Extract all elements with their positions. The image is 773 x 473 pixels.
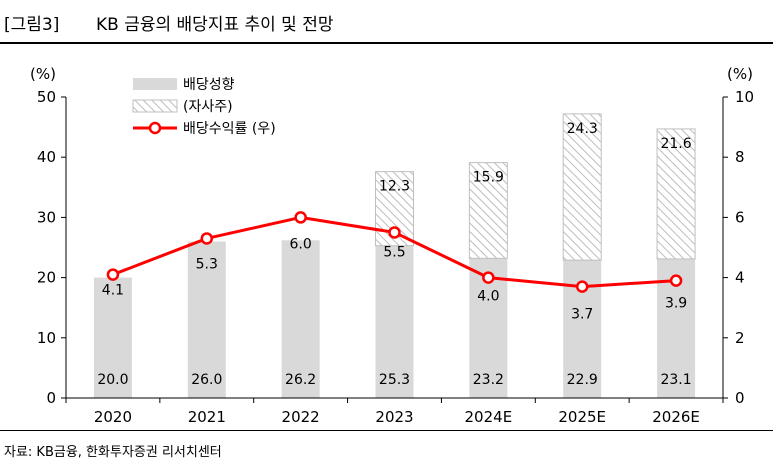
- legend-marker-yield: [148, 121, 162, 135]
- bar-payout-2022: [281, 240, 320, 398]
- bar-payout-2020: [93, 277, 132, 398]
- label-yield-2026E: 3.9: [665, 296, 687, 312]
- right-tick-label: 4: [735, 269, 745, 287]
- bar-payout-2021: [187, 241, 226, 398]
- point-yield-2024E: [482, 271, 495, 284]
- x-tick-label-2024E: 2024E: [465, 408, 513, 426]
- label-buyback-2025E: 24.3: [567, 121, 598, 137]
- point-yield-2023: [388, 226, 401, 239]
- left-tick-label: 40: [37, 148, 56, 166]
- label-payout-2022: 26.2: [285, 372, 316, 388]
- point-yield-2026E: [669, 274, 683, 287]
- label-payout-2021: 26.0: [191, 372, 222, 388]
- label-buyback-2024E: 15.9: [473, 170, 504, 186]
- label-yield-2023: 5.5: [383, 244, 405, 260]
- bar-buyback-2024E: [468, 162, 508, 259]
- bottom-rule: [0, 430, 773, 431]
- point-yield-2022: [294, 211, 307, 224]
- label-yield-2024E: 4.0: [477, 289, 499, 305]
- dividend-chart: 20.0 26.0 26.212.325.315.923.224.322.921.6…: [30, 65, 754, 426]
- label-yield-2020: 4.1: [102, 283, 124, 299]
- right-tick-label: 8: [735, 148, 745, 166]
- point-yield-2025E: [575, 280, 589, 293]
- label-yield-2021: 5.3: [196, 256, 218, 272]
- right-tick-label: 10: [735, 88, 754, 106]
- legend-label-yield: 배당수익률 (우): [183, 121, 276, 137]
- figure-header: [그림3] KB 금융의 배당지표 추이 및 전망: [0, 0, 773, 46]
- legend-label-buyback: (자사주): [183, 99, 233, 115]
- point-yield-2021: [200, 232, 214, 245]
- left-tick-label: 50: [37, 88, 56, 106]
- label-payout-2020: 20.0: [97, 372, 128, 388]
- legend-swatch-payout: [133, 78, 177, 90]
- right-tick-label: 0: [735, 389, 745, 407]
- source-note: 자료: KB금융, 한화투자증권 리서치센터: [4, 445, 222, 460]
- label-payout-2024E: 23.2: [473, 372, 504, 388]
- bar-buyback-2026E: [656, 128, 696, 260]
- right-axis-unit: (%): [727, 65, 753, 83]
- left-tick-label: 20: [37, 269, 56, 287]
- label-payout-2025E: 22.9: [567, 372, 598, 388]
- legend-label-payout: 배당성향: [183, 77, 235, 93]
- figure-title: KB 금융의 배당지표 추이 및 전망: [96, 15, 334, 35]
- left-tick-label: 10: [37, 329, 56, 347]
- top-rule: [0, 42, 773, 44]
- label-buyback-2026E: 21.6: [660, 136, 691, 152]
- x-tick-label-2026E: 2026E: [652, 408, 700, 426]
- label-payout-2023: 25.3: [379, 372, 410, 388]
- x-tick-label-2021: 2021: [188, 408, 226, 426]
- right-tick-label: 2: [735, 329, 745, 347]
- label-yield-2022: 6.0: [290, 236, 312, 252]
- label-buyback-2023: 12.3: [379, 179, 410, 195]
- figure-label: [그림3]: [4, 15, 60, 35]
- bar-payout-2023: [375, 245, 414, 398]
- x-tick-label-2023: 2023: [375, 408, 413, 426]
- x-tick-label-2025E: 2025E: [558, 408, 606, 426]
- bar-buyback-2025E: [562, 113, 602, 261]
- right-tick-label: 6: [735, 208, 745, 226]
- point-yield-2020: [106, 268, 120, 281]
- label-payout-2026E: 23.1: [660, 372, 691, 388]
- left-tick-label: 30: [37, 208, 56, 226]
- x-tick-label-2022: 2022: [282, 408, 320, 426]
- x-tick-label-2020: 2020: [94, 408, 132, 426]
- legend-swatch-buyback: [132, 99, 178, 113]
- left-axis-unit: (%): [30, 65, 56, 83]
- label-yield-2025E: 3.7: [571, 307, 593, 323]
- left-tick-label: 0: [46, 389, 56, 407]
